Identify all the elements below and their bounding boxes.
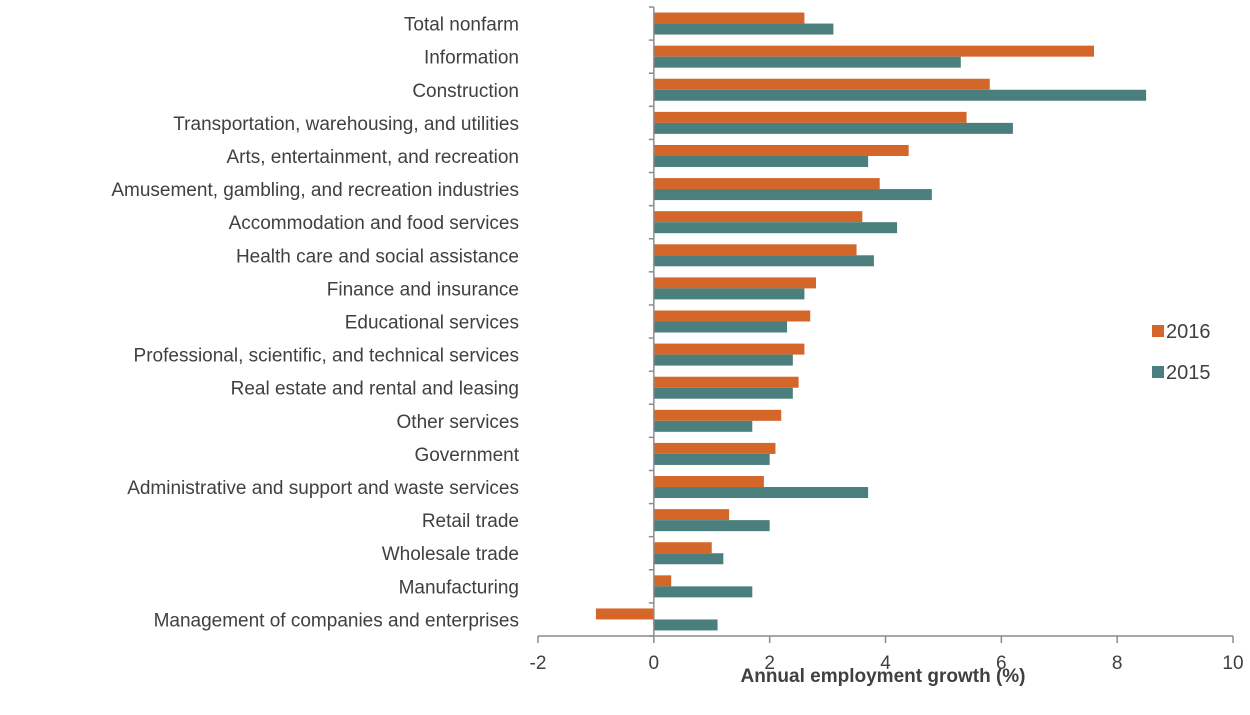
category-label: Finance and insurance — [327, 279, 519, 300]
x-tick-label: 2 — [764, 653, 775, 674]
x-tick-label: -2 — [530, 653, 547, 674]
bar-2016 — [653, 376, 799, 388]
bar-2016 — [653, 310, 811, 322]
bar-2015 — [653, 586, 753, 598]
bar-2016 — [653, 277, 816, 289]
bar-2015 — [653, 619, 718, 631]
bar-2015 — [653, 222, 898, 234]
bar-2016 — [653, 178, 880, 190]
bar-2015 — [653, 23, 834, 35]
legend-swatch-2015 — [1152, 366, 1164, 378]
x-tick-label: 6 — [996, 653, 1007, 674]
bar-2016 — [653, 78, 990, 90]
bar-2015 — [653, 288, 805, 300]
x-tick-labels: -2 0 2 4 6 8 10 — [530, 653, 1244, 674]
legend-label-2016: 2016 — [1166, 321, 1211, 343]
bar-2015 — [653, 155, 869, 167]
bar-2015 — [653, 453, 770, 465]
bar-2015 — [653, 56, 961, 68]
category-label: Arts, entertainment, and recreation — [226, 147, 519, 168]
bar-2016 — [595, 608, 654, 620]
bar-2016 — [653, 409, 782, 421]
category-label: Government — [414, 445, 519, 466]
category-label: Professional, scientific, and technical … — [134, 346, 519, 367]
category-label: Real estate and rental and leasing — [231, 379, 519, 400]
bar-2016 — [653, 542, 712, 554]
category-label: Health care and social assistance — [236, 246, 519, 267]
bar-2016 — [653, 343, 805, 355]
bar-2016 — [653, 476, 764, 488]
category-labels: Total nonfarm Information Construction Tran… — [111, 15, 519, 632]
category-label: Construction — [412, 81, 519, 102]
bar-2015 — [653, 553, 724, 565]
category-label: Transportation, warehousing, and utiliti… — [173, 114, 519, 135]
x-axis-title: Annual employment growth (%) — [741, 666, 1026, 687]
bar-2016 — [653, 144, 909, 156]
category-label: Management of companies and enterprises — [154, 610, 519, 631]
category-label: Retail trade — [422, 511, 519, 532]
bar-2016 — [653, 442, 776, 454]
bar-2015 — [653, 122, 1013, 134]
bar-2015 — [653, 189, 932, 201]
bar-2015 — [653, 89, 1147, 101]
category-label: Total nonfarm — [404, 15, 519, 36]
category-label: Accommodation and food services — [229, 213, 519, 234]
category-label: Amusement, gambling, and recreation indu… — [111, 180, 519, 201]
legend: 2016 2015 — [1152, 321, 1211, 384]
legend-swatch-2016 — [1152, 325, 1164, 337]
category-label: Educational services — [345, 313, 519, 334]
x-tick-label: 4 — [880, 653, 891, 674]
legend-label-2015: 2015 — [1166, 362, 1211, 384]
x-tick-label: 10 — [1222, 653, 1243, 674]
bar-2016 — [653, 244, 857, 256]
x-tick-label: 0 — [649, 653, 660, 674]
category-label: Administrative and support and waste ser… — [127, 478, 519, 499]
bar-2015 — [653, 321, 788, 333]
category-label: Manufacturing — [399, 577, 519, 598]
category-label: Wholesale trade — [382, 544, 519, 565]
bar-2016 — [653, 211, 863, 223]
bar-2015 — [653, 520, 770, 532]
x-tick-label: 8 — [1112, 653, 1123, 674]
bar-2015 — [653, 354, 793, 366]
category-label: Other services — [397, 412, 519, 433]
bar-2015 — [653, 387, 793, 399]
category-label: Information — [424, 48, 519, 69]
bars — [595, 12, 1147, 631]
bar-2016 — [653, 575, 672, 587]
bar-2016 — [653, 509, 730, 521]
bar-2015 — [653, 487, 869, 499]
bar-2016 — [653, 45, 1094, 57]
bar-2015 — [653, 420, 753, 432]
bar-2016 — [653, 111, 967, 123]
bar-2015 — [653, 255, 874, 267]
axes — [537, 6, 1234, 643]
bar-2016 — [653, 12, 805, 24]
